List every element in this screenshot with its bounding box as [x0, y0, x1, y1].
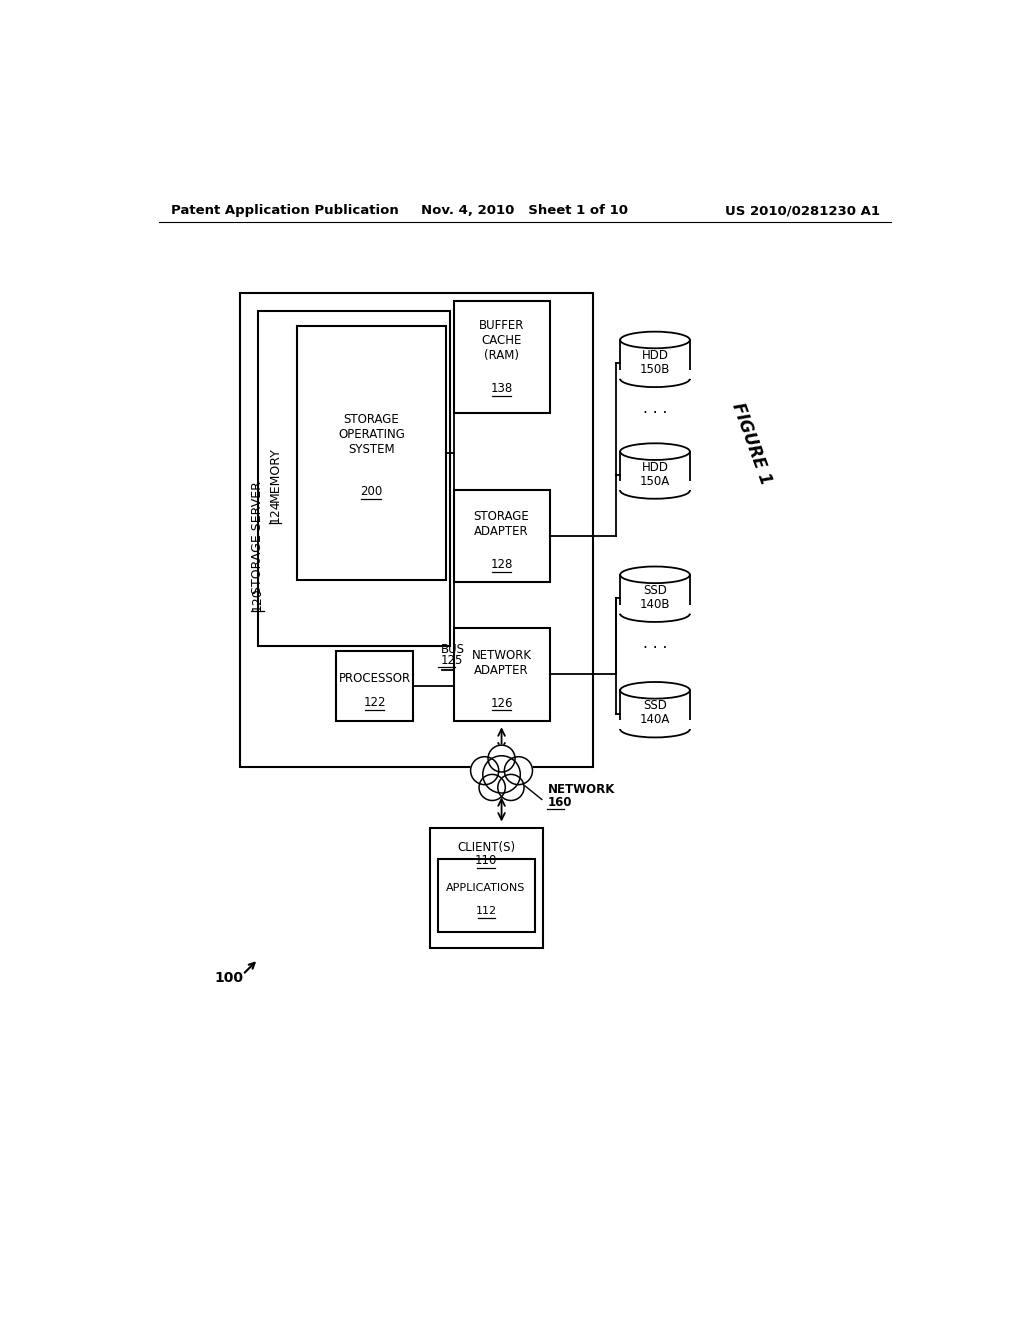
- Circle shape: [479, 775, 505, 800]
- Ellipse shape: [621, 682, 690, 698]
- Text: BUS: BUS: [441, 643, 465, 656]
- Text: CLIENT(S): CLIENT(S): [457, 841, 515, 854]
- Ellipse shape: [621, 444, 690, 459]
- Text: HDD: HDD: [641, 348, 669, 362]
- Bar: [621, 341, 690, 379]
- Circle shape: [471, 756, 499, 784]
- Circle shape: [488, 746, 515, 772]
- Text: . . .: . . .: [643, 636, 668, 651]
- Text: 128: 128: [490, 558, 513, 572]
- Bar: [430, 829, 543, 948]
- Bar: [621, 574, 690, 614]
- Bar: [454, 628, 550, 721]
- Text: 100: 100: [214, 972, 244, 986]
- Circle shape: [505, 756, 532, 784]
- Bar: [620, 482, 690, 491]
- Circle shape: [482, 756, 520, 793]
- Bar: [336, 651, 414, 721]
- Text: 140B: 140B: [640, 598, 671, 611]
- Text: . . .: . . .: [643, 401, 668, 416]
- Text: SSD: SSD: [643, 583, 667, 597]
- Text: 120: 120: [251, 587, 264, 611]
- Text: 124: 124: [268, 499, 282, 523]
- Bar: [297, 326, 445, 581]
- Text: 160: 160: [548, 796, 572, 809]
- Text: BUFFER
CACHE
(RAM): BUFFER CACHE (RAM): [479, 319, 524, 363]
- Text: STORAGE SERVER: STORAGE SERVER: [251, 480, 264, 594]
- Text: 200: 200: [360, 486, 383, 499]
- Circle shape: [498, 775, 524, 800]
- Text: MEMORY: MEMORY: [268, 446, 282, 502]
- Text: STORAGE
ADAPTER: STORAGE ADAPTER: [474, 510, 529, 539]
- Ellipse shape: [621, 566, 690, 583]
- Text: 150A: 150A: [640, 474, 670, 487]
- Text: 112: 112: [475, 906, 497, 916]
- Text: US 2010/0281230 A1: US 2010/0281230 A1: [725, 205, 880, 218]
- Bar: [620, 370, 690, 379]
- Text: Nov. 4, 2010   Sheet 1 of 10: Nov. 4, 2010 Sheet 1 of 10: [421, 205, 629, 218]
- Text: FIGURE 1: FIGURE 1: [729, 400, 775, 487]
- Bar: [258, 312, 451, 645]
- Bar: [241, 293, 593, 767]
- Text: STORAGE
OPERATING
SYSTEM: STORAGE OPERATING SYSTEM: [338, 413, 404, 455]
- Text: 126: 126: [490, 697, 513, 710]
- Bar: [621, 690, 690, 729]
- Bar: [438, 859, 535, 932]
- Bar: [620, 605, 690, 614]
- Text: 125: 125: [441, 653, 464, 667]
- Text: NETWORK
ADAPTER: NETWORK ADAPTER: [471, 648, 531, 677]
- Bar: [621, 451, 690, 491]
- Text: NETWORK: NETWORK: [548, 783, 615, 796]
- Text: 110: 110: [475, 854, 498, 867]
- Text: APPLICATIONS: APPLICATIONS: [446, 883, 525, 892]
- Text: Patent Application Publication: Patent Application Publication: [171, 205, 398, 218]
- Bar: [454, 490, 550, 582]
- Text: 150B: 150B: [640, 363, 670, 376]
- Bar: [620, 719, 690, 729]
- Bar: [454, 301, 550, 412]
- Ellipse shape: [621, 331, 690, 348]
- Text: 122: 122: [364, 696, 386, 709]
- Text: 140A: 140A: [640, 713, 670, 726]
- Text: 138: 138: [490, 381, 513, 395]
- Text: SSD: SSD: [643, 700, 667, 713]
- Text: HDD: HDD: [641, 461, 669, 474]
- Text: PROCESSOR: PROCESSOR: [338, 672, 411, 685]
